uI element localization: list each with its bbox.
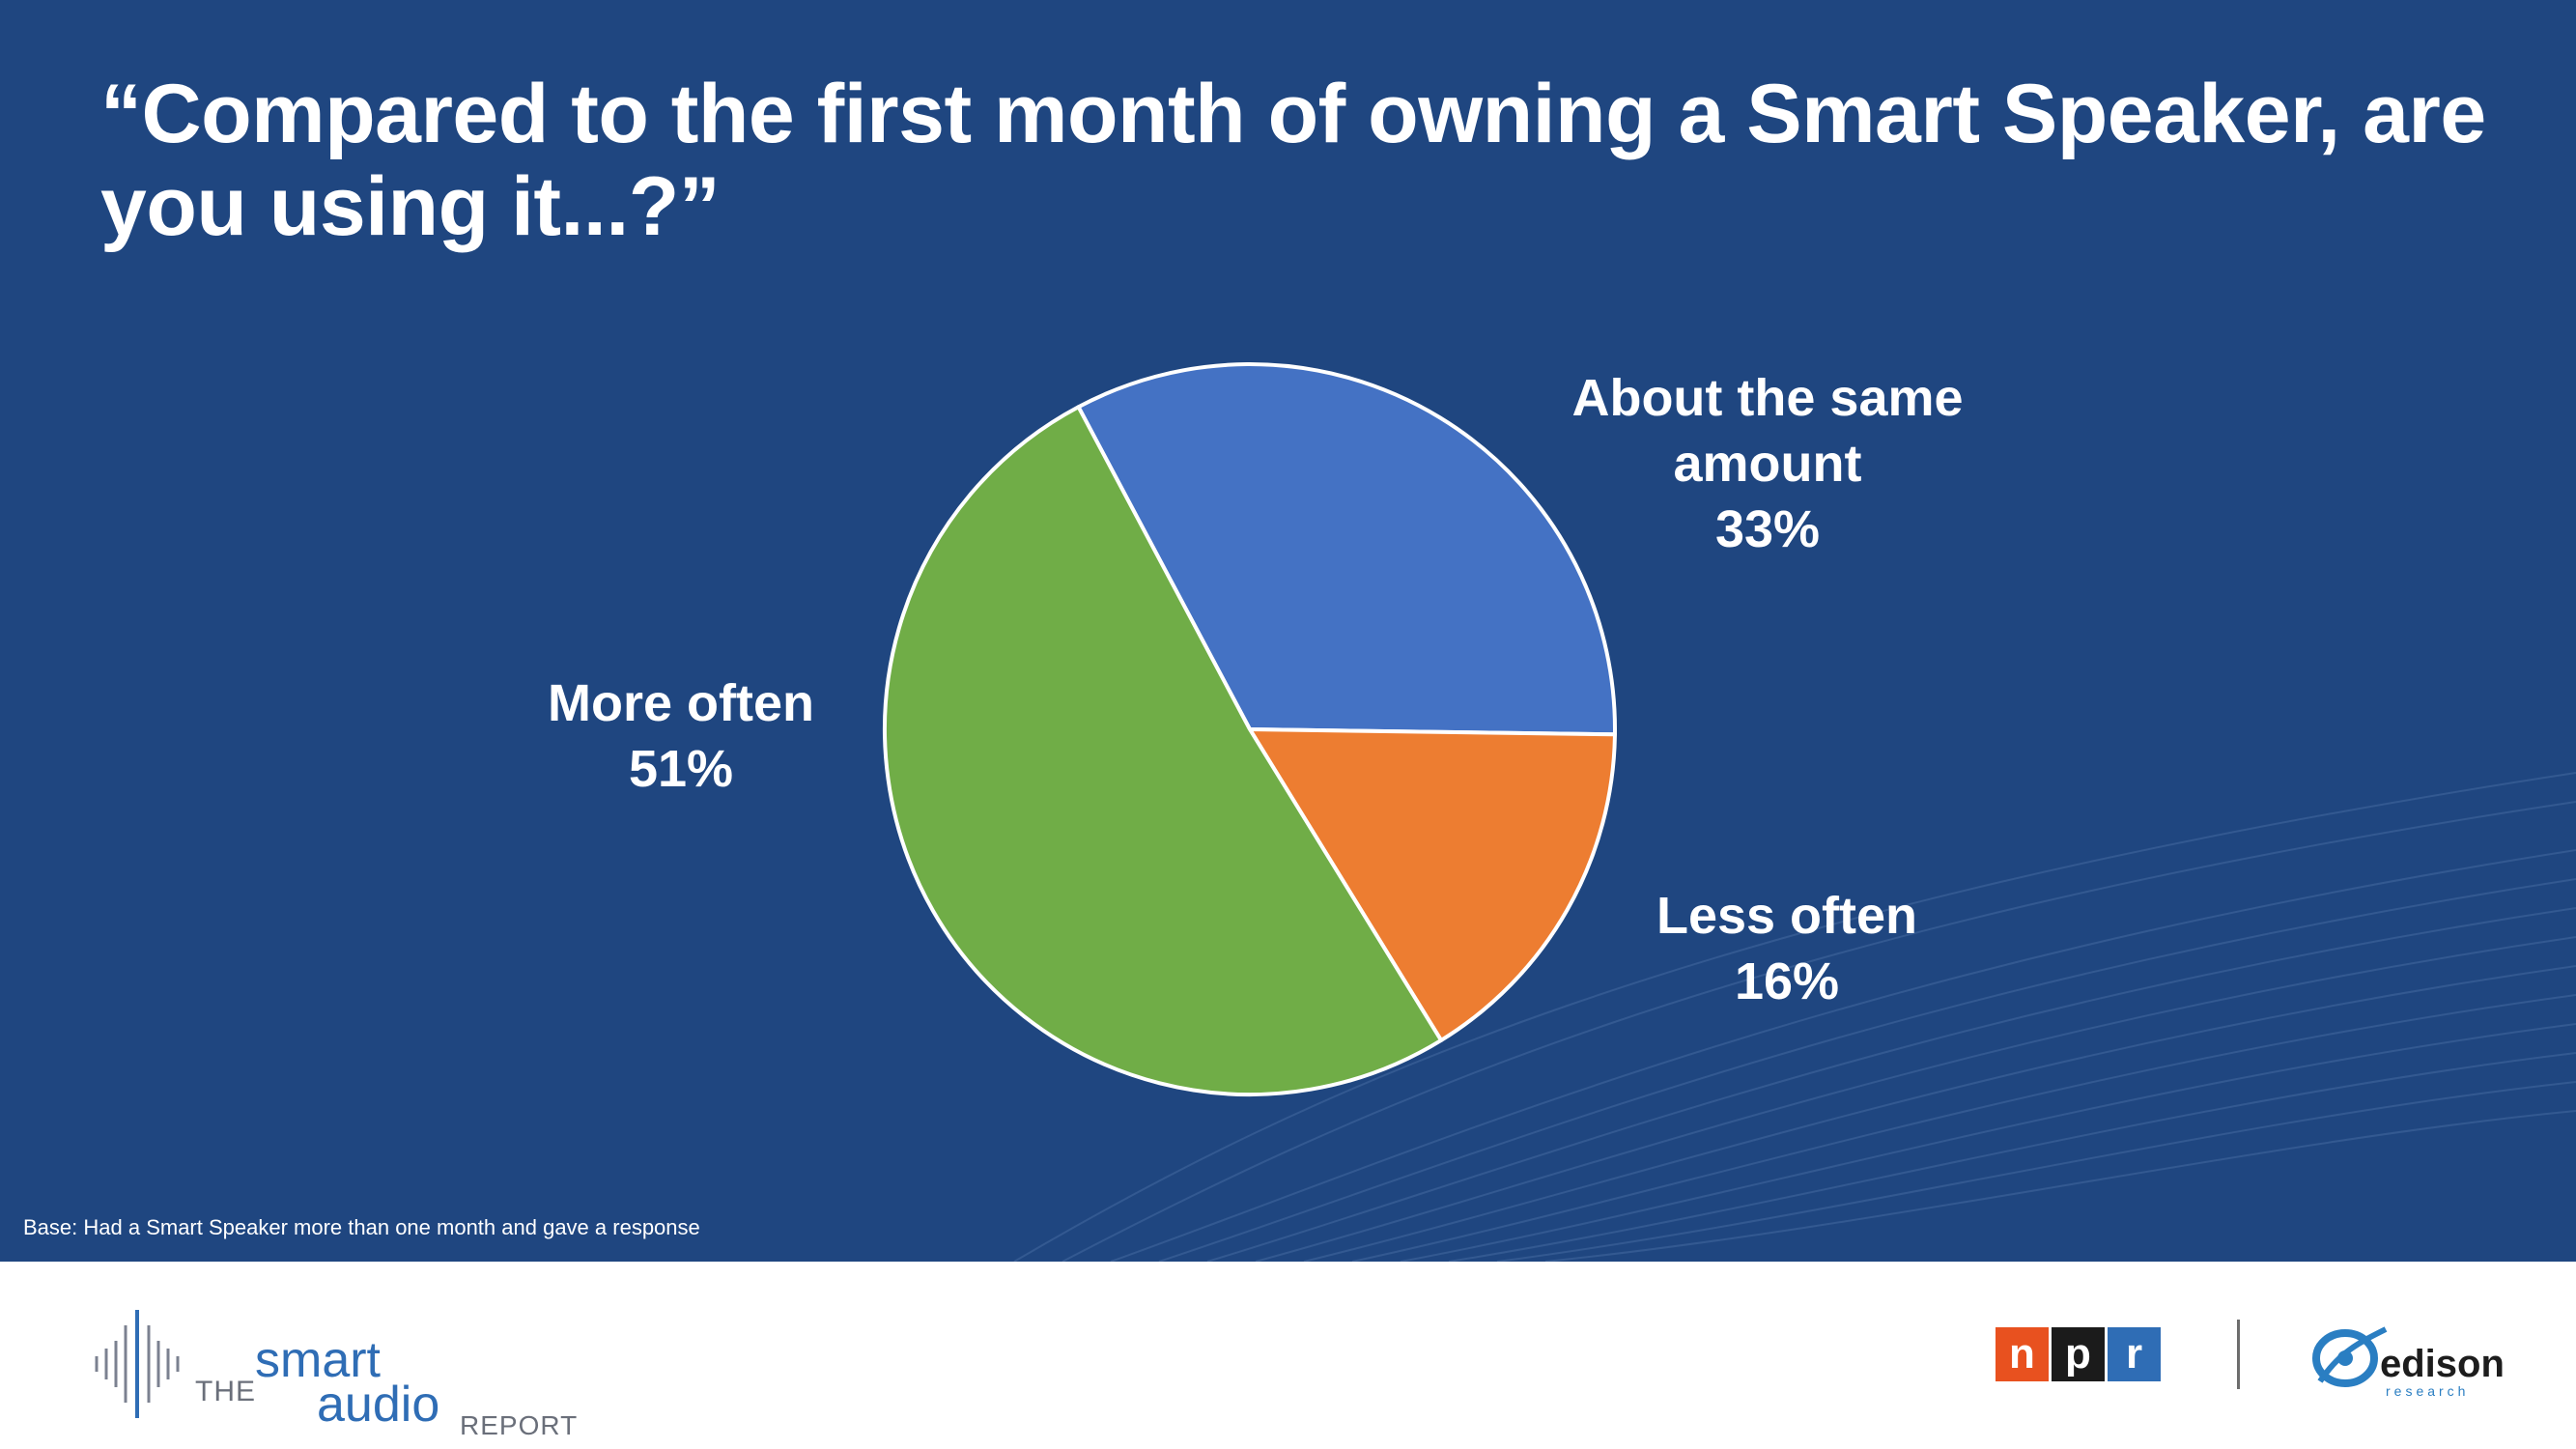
decorative-waves [1013,772,2576,1262]
slice-value-less: 16% [1734,952,1840,1010]
edison-research-logo: edison research [2310,1314,2513,1410]
slice-label-less-often: Less often 16% [1545,883,2028,1014]
logo-text-audio: audio [317,1377,440,1433]
logo-divider [2237,1320,2240,1389]
pie-slice-less-often [1248,727,1617,1042]
slice-value-about: 33% [1714,500,1821,558]
pie-chart [883,362,1617,1097]
slice-label-more-line1: More often [548,674,814,732]
slide: “Compared to the first month of owning a… [0,0,2576,1262]
npr-logo: n p r [1996,1327,2161,1381]
slice-label-less-line1: Less often [1656,887,1918,945]
base-note: Base: Had a Smart Speaker more than one … [23,1215,700,1239]
slice-label-about-line1: About the same [1571,369,1964,427]
slice-label-about-line2: amount [1673,435,1862,493]
edison-logo-text: edison [2380,1343,2505,1385]
edison-swirl-icon [2312,1326,2388,1387]
soundwave-icon [95,1310,180,1418]
npr-logo-p: p [2052,1327,2105,1381]
logo-text-smart: smart [255,1332,381,1388]
logo-text-the: THE [195,1376,256,1407]
slice-label-about-the-same: About the same amount 33% [1516,365,2019,562]
logo-text-report: REPORT [460,1410,579,1440]
chart-title: “Compared to the first month of owning a… [100,68,2486,253]
npr-logo-n: n [1996,1327,2049,1381]
slice-value-more: 51% [628,740,734,798]
npr-logo-r: r [2108,1327,2161,1381]
pie-slice-more-often [883,405,1444,1097]
edison-logo-subtext: research [2386,1383,2470,1399]
footer: THE smart audio REPORT n p r edison rese… [0,1262,2576,1449]
smart-audio-report-logo: THE smart audio REPORT [93,1296,595,1440]
slice-label-more-often: More often 51% [439,670,922,802]
pie-slice-about-the-same-amount [1076,362,1617,737]
